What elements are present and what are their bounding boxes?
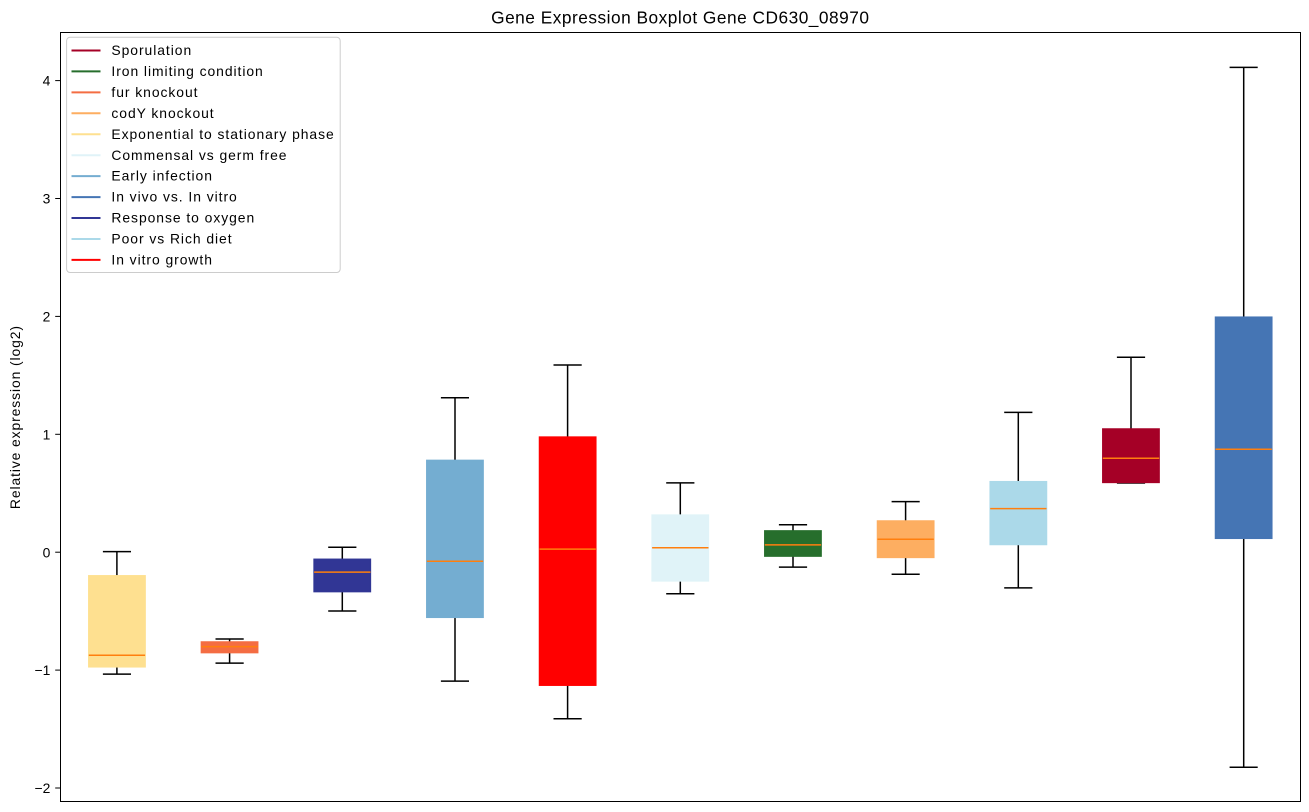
svg-text:Exponential to stationary phas: Exponential to stationary phase — [111, 126, 334, 142]
svg-text:fur knockout: fur knockout — [111, 84, 198, 100]
svg-text:Sporulation: Sporulation — [111, 42, 192, 58]
svg-text:−1: −1 — [35, 662, 51, 678]
svg-text:2: 2 — [43, 309, 51, 325]
svg-text:3: 3 — [43, 191, 51, 207]
svg-text:Response to oxygen: Response to oxygen — [111, 210, 255, 226]
svg-text:codY knockout: codY knockout — [111, 105, 214, 121]
svg-text:Early infection: Early infection — [111, 168, 212, 184]
svg-text:4: 4 — [43, 73, 51, 89]
svg-text:Relative expression (log2): Relative expression (log2) — [7, 325, 23, 509]
svg-text:In vitro growth: In vitro growth — [111, 252, 212, 268]
svg-text:Commensal vs germ free: Commensal vs germ free — [111, 147, 287, 163]
svg-text:−2: −2 — [35, 780, 51, 796]
svg-text:Poor vs Rich diet: Poor vs Rich diet — [111, 231, 232, 247]
svg-text:Iron limiting condition: Iron limiting condition — [111, 63, 263, 79]
svg-text:0: 0 — [43, 544, 51, 560]
svg-text:In vivo vs. In vitro: In vivo vs. In vitro — [111, 189, 237, 205]
svg-text:1: 1 — [43, 426, 51, 442]
svg-text:Gene Expression Boxplot Gene C: Gene Expression Boxplot Gene CD630_08970 — [491, 7, 869, 27]
